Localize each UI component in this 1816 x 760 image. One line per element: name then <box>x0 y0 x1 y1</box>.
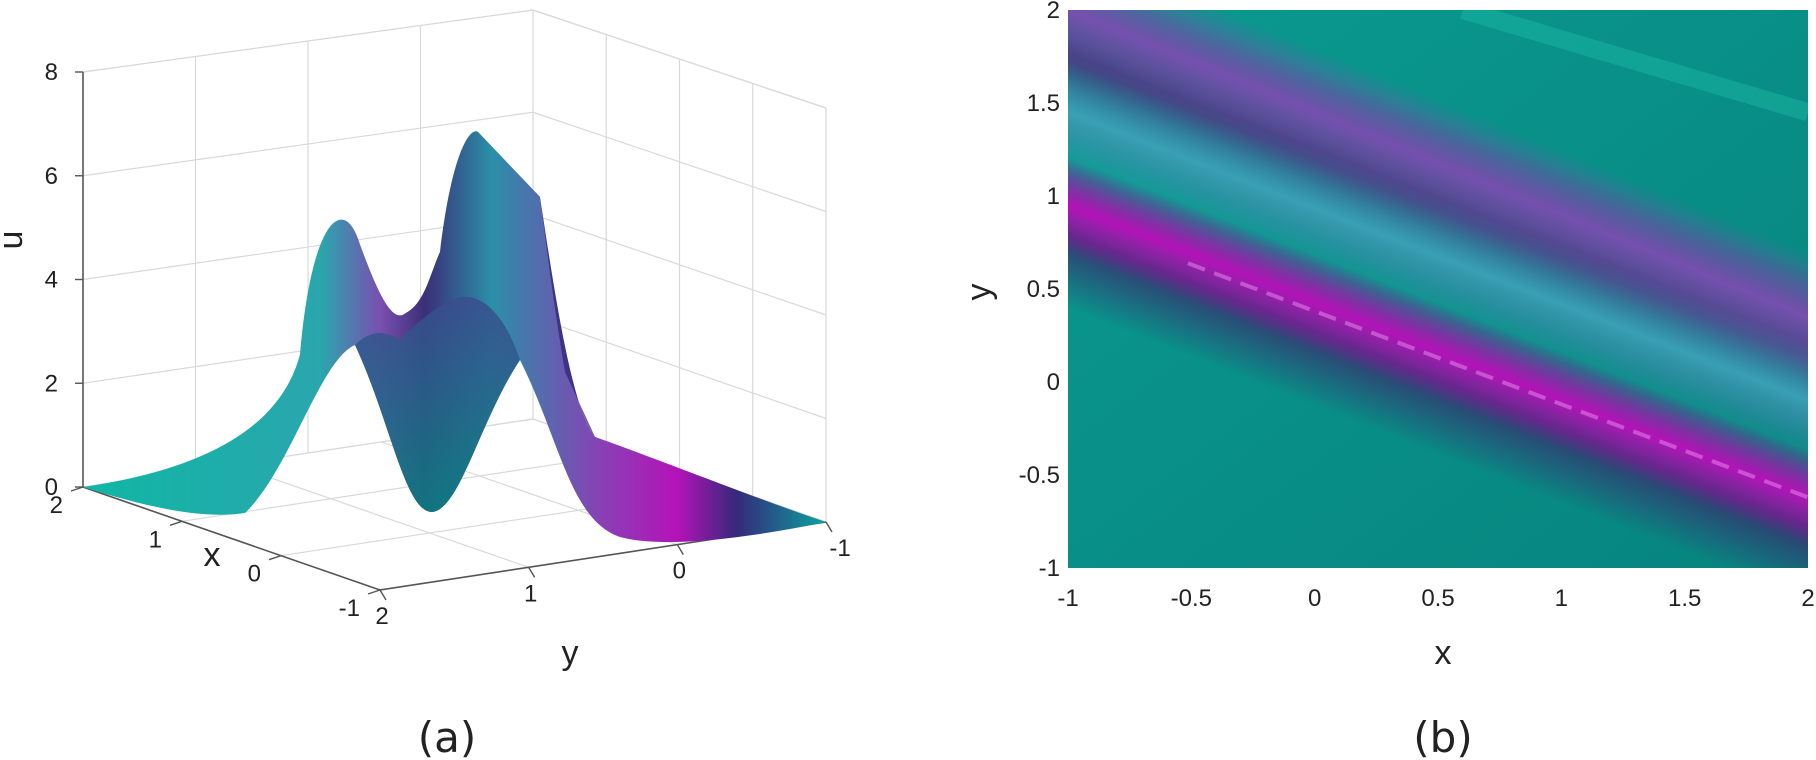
heatmap-x-tick-label: -1 <box>1057 585 1078 612</box>
y-tick-label: 0 <box>673 558 686 585</box>
y-tick-label: -1 <box>829 535 850 562</box>
y-tick-mark <box>528 566 536 578</box>
caption-a: (a) <box>418 713 477 760</box>
heatmap-y-tick-label: -0.5 <box>1019 462 1060 489</box>
heatmap-y-tick-label: 1.5 <box>1027 90 1060 117</box>
heatmap-x-tick-label: 1.5 <box>1668 585 1701 612</box>
x-tick-label: 0 <box>248 561 261 588</box>
y-tick-mark <box>676 544 684 556</box>
heatmap-y-tick-label: -1 <box>1039 555 1060 582</box>
surface-plot <box>83 131 826 543</box>
heatmap-y-tick-label: 1 <box>1047 183 1060 210</box>
panel-b-heatmap: -1 -0.5 0 0.5 1 1.5 2 -1 -0.5 0 0.5 1 1.5 2 x y (b) <box>960 0 1815 760</box>
surface-xlabel: x <box>204 536 221 574</box>
x-tick-mark <box>367 589 381 595</box>
heatmap-x-tick-label: -0.5 <box>1171 585 1212 612</box>
heatmap-y-tick-label: 0 <box>1047 369 1060 396</box>
surface-ylabel: y <box>562 634 579 672</box>
heatmap-xlabel: x <box>1435 634 1452 672</box>
caption-b: (b) <box>1413 713 1472 760</box>
x-axis-line <box>82 486 381 591</box>
y-tick-mark <box>379 589 387 601</box>
heatmap-x-tick-label: 0.5 <box>1421 585 1454 612</box>
surface-zlabel: u <box>0 231 30 250</box>
z-tick-label: 2 <box>45 370 58 397</box>
upper-band-fill <box>1068 10 1808 411</box>
z-tick-label: 4 <box>45 267 58 294</box>
main-ridge-band <box>1068 126 1808 568</box>
secondary-band <box>1068 24 1808 489</box>
heatmap-tick-labels: -1 -0.5 0 0.5 1 1.5 2 -1 -0.5 0 0.5 1 1.5 2 <box>1019 0 1815 612</box>
floor-grid-line <box>181 452 629 522</box>
y-tick-label: 2 <box>375 603 388 630</box>
heatmap-plot <box>1068 10 1808 568</box>
floor-grid-line <box>231 463 529 568</box>
x-tick-label: 2 <box>50 492 63 519</box>
secondary-band-fill <box>1068 24 1808 489</box>
heatmap-x-tick-label: 2 <box>1801 585 1814 612</box>
heatmap-x-tick-label: 1 <box>1555 585 1568 612</box>
y-tick-label: 1 <box>524 580 537 607</box>
z-tick-label: 8 <box>45 59 58 86</box>
heatmap-x-tick-label: 0 <box>1308 585 1321 612</box>
x-tick-mark <box>70 486 84 492</box>
z-tick-label: 6 <box>45 163 58 190</box>
upper-band <box>1068 10 1808 411</box>
x-tick-label: 1 <box>149 526 162 553</box>
z-tick-label: 0 <box>45 474 58 501</box>
x-tick-mark <box>268 555 282 561</box>
heatmap-y-tick-label: 0.5 <box>1027 276 1060 303</box>
x-tick-mark <box>169 520 183 526</box>
z-grid-line <box>82 9 827 109</box>
heatmap-ylabel: y <box>960 284 998 301</box>
heatmap-y-tick-label: 2 <box>1047 0 1060 24</box>
x-tick-label: -1 <box>339 595 360 622</box>
main-ridge-band-fill <box>1068 126 1808 568</box>
upper-teal-streak <box>1460 10 1808 121</box>
z-grid-line <box>82 111 827 213</box>
surface-front-face <box>355 296 520 512</box>
y-tick-mark <box>825 521 833 533</box>
